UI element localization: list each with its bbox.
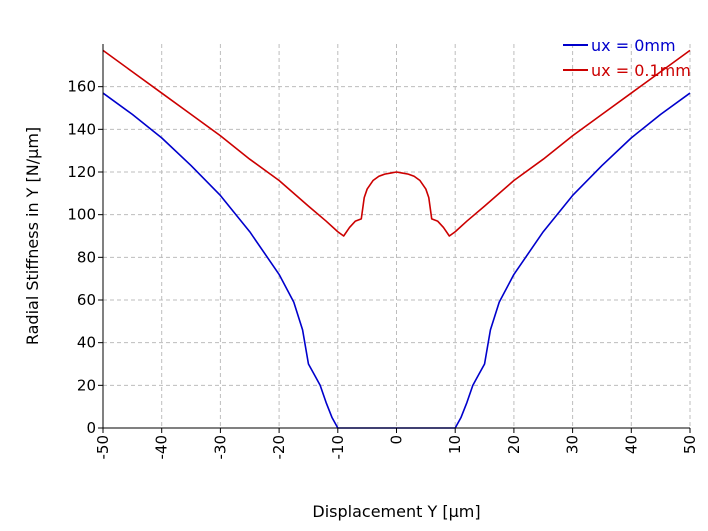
x-tick-label: 20: [505, 435, 523, 454]
y-axis-title: Radial Stiffness in Y [N/µm]: [23, 127, 42, 345]
legend-label-2: ux = 0.1mm: [591, 61, 691, 80]
x-tick-label: 10: [446, 435, 464, 454]
x-tick-label: -10: [329, 435, 347, 460]
y-tick-label: 0: [86, 419, 96, 437]
x-tick-label: -40: [153, 435, 171, 460]
legend-label-1: ux = 0mm: [591, 36, 676, 55]
x-tick-label: -50: [94, 435, 112, 460]
y-tick-label: 80: [77, 248, 96, 266]
y-tick-label: 100: [67, 206, 96, 224]
tick-labels: -50 -40 -30 -20 -10 0 10 20 30 40 50 0 20 40 60 80 100 12…: [67, 78, 699, 460]
grid: [103, 44, 691, 428]
series-line-2: [102, 49, 691, 237]
y-tick-label: 140: [67, 120, 96, 138]
y-tick-label: 40: [77, 334, 96, 352]
x-tick-label: -20: [270, 435, 288, 460]
axes: [98, 44, 691, 433]
y-tick-label: 60: [77, 291, 96, 309]
x-tick-label: 50: [681, 435, 699, 454]
x-tick-label: 0: [388, 435, 406, 445]
x-tick-label: -30: [211, 435, 229, 460]
y-tick-label: 120: [67, 163, 96, 181]
x-tick-label: 30: [564, 435, 582, 454]
y-tick-label: 20: [77, 376, 96, 394]
x-tick-label: 40: [622, 435, 640, 454]
x-axis-title: Displacement Y [µm]: [312, 502, 480, 521]
y-tick-label: 160: [67, 78, 96, 96]
legend: ux = 0mm ux = 0.1mm: [563, 36, 691, 80]
